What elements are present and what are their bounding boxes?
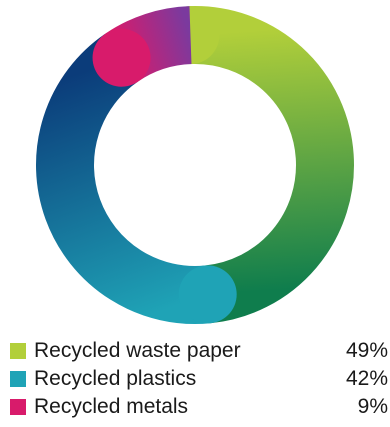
- donut-slice-waste-paper: [189, 6, 354, 324]
- legend: Recycled waste paper 49% Recycled plasti…: [10, 338, 390, 422]
- legend-item-metals: Recycled metals 9%: [10, 394, 390, 422]
- donut-chart: [36, 6, 354, 324]
- legend-value-plastics: 42%: [345, 367, 388, 390]
- legend-item-plastics: Recycled plastics 42%: [10, 366, 390, 394]
- legend-swatch-plastics: [10, 371, 26, 387]
- legend-value-metals: 9%: [357, 395, 388, 418]
- donut-cap-plastics: [178, 265, 237, 324]
- legend-label-waste-paper: Recycled waste paper: [34, 339, 241, 362]
- legend-value-waste-paper: 49%: [345, 339, 388, 362]
- donut-slice-plastics: [36, 33, 211, 324]
- legend-label-metals: Recycled metals: [34, 395, 189, 418]
- legend-label-plastics: Recycled plastics: [34, 367, 197, 390]
- legend-item-waste-paper: Recycled waste paper 49%: [10, 338, 390, 366]
- donut-cap-metals: [92, 28, 151, 87]
- legend-swatch-metals: [10, 399, 26, 415]
- legend-swatch-waste-paper: [10, 343, 26, 359]
